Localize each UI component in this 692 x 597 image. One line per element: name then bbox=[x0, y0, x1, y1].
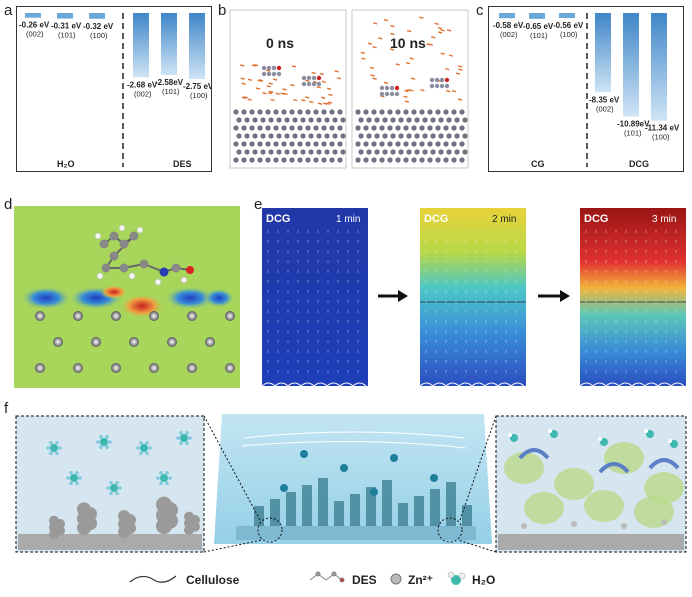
energy-label: -0.32 eV bbox=[83, 22, 114, 31]
facet-label: (002) bbox=[500, 30, 518, 39]
frame-1min: DCG 1 min bbox=[261, 208, 368, 387]
facet-label: (002) bbox=[26, 30, 44, 39]
frame-time-1: 1 min bbox=[336, 214, 360, 225]
panel-label-a: a bbox=[4, 2, 13, 19]
energy-label: -2.58eV bbox=[155, 78, 184, 87]
frame-time-2: 2 min bbox=[492, 214, 516, 225]
energy-label: -8.35 eV bbox=[589, 95, 620, 104]
frame-2min: DCG 2 min bbox=[419, 208, 526, 387]
sim-box-0ns: 0 ns bbox=[229, 9, 347, 169]
panel-c-chart: -0.58 eV(002)-0.65 eV(101)-0.56 eV(100) … bbox=[493, 13, 680, 169]
h2o-molecule-icon bbox=[447, 571, 466, 585]
facet-label: (100) bbox=[190, 91, 208, 100]
panel-c-box: -0.58 eV (002) -0.65 eV (101) -0.56 eV (100) … bbox=[488, 6, 684, 172]
energy-label: -11.34 eV bbox=[645, 124, 680, 133]
frame-3min: DCG 3 min bbox=[579, 208, 686, 387]
legend: Cellulose DES Zn²⁺ H₂O bbox=[120, 566, 600, 592]
energy-bar bbox=[189, 13, 205, 79]
energy-label: -0.65 eV bbox=[523, 22, 554, 31]
energy-bar bbox=[651, 13, 667, 121]
panel-label-f: f bbox=[4, 400, 9, 417]
inset-left-h2o bbox=[15, 415, 205, 553]
legend-h2o: H₂O bbox=[472, 573, 495, 587]
energy-label: -0.26 eV bbox=[19, 21, 50, 30]
energy-bar bbox=[623, 13, 639, 117]
time-label-0ns: 0 ns bbox=[266, 35, 294, 51]
energy-bar bbox=[499, 13, 515, 19]
cellulose-icon bbox=[129, 575, 177, 583]
cg-label: CG bbox=[531, 159, 545, 169]
des-label: DES bbox=[173, 159, 192, 169]
center-tank bbox=[203, 414, 497, 553]
legend-cellulose: Cellulose bbox=[186, 573, 240, 587]
energy-label: -2.68 eV bbox=[127, 80, 158, 89]
frame-time-3: 3 min bbox=[652, 214, 676, 225]
panel-d-charge-density bbox=[14, 206, 240, 388]
legend-des: DES bbox=[352, 573, 377, 587]
panel-label-e: e bbox=[254, 196, 263, 213]
energy-bar bbox=[161, 13, 177, 75]
dcg-label: DCG bbox=[629, 159, 649, 169]
legend-zn: Zn²⁺ bbox=[408, 573, 433, 587]
facet-label: (002) bbox=[134, 89, 152, 98]
energy-bar bbox=[89, 13, 105, 19]
h2o-label: H₂O bbox=[57, 159, 75, 169]
panel-e: DCG 1 min DCG 2 min DCG 3 min bbox=[261, 204, 692, 390]
energy-label: -0.31 eV bbox=[51, 22, 82, 31]
energy-bar bbox=[595, 13, 611, 93]
panel-label-d: d bbox=[4, 196, 13, 213]
facet-label: (101) bbox=[58, 31, 76, 40]
energy-label: -10.89eV bbox=[617, 119, 650, 128]
energy-label: -0.56 eV bbox=[553, 21, 584, 30]
facet-label: (100) bbox=[90, 31, 108, 40]
inset-right-dcg bbox=[495, 415, 687, 553]
panel-f bbox=[14, 408, 690, 560]
energy-bar bbox=[529, 13, 545, 19]
energy-bar bbox=[57, 13, 73, 19]
facet-label: (101) bbox=[530, 31, 548, 40]
frame-name-2: DCG bbox=[424, 213, 448, 225]
des-molecule-icon bbox=[309, 571, 345, 583]
panel-a-chart: -0.26 eV(002)-0.31 eV(101)-0.32 eV(100) … bbox=[19, 13, 214, 169]
panel-a-box: -0.26 eV (002) -0.31 eV (101) -0.32 eV (100) … bbox=[16, 6, 214, 172]
time-label-10ns: 10 ns bbox=[390, 35, 426, 51]
panel-b-sim: 0 ns 10 ns bbox=[226, 4, 472, 174]
frame-name-1: DCG bbox=[266, 213, 290, 225]
lattice-sketch bbox=[22, 61, 44, 77]
facet-label: (101) bbox=[162, 87, 180, 96]
arrow-1 bbox=[378, 290, 408, 302]
panel-label-c: c bbox=[476, 2, 484, 19]
facet-label: (101) bbox=[624, 128, 642, 137]
frame-name-3: DCG bbox=[584, 213, 608, 225]
energy-label: -2.75 eV bbox=[183, 82, 211, 91]
energy-bar bbox=[133, 13, 149, 78]
sim-box-10ns: 10 ns bbox=[351, 9, 469, 169]
energy-bar bbox=[25, 13, 41, 18]
energy-bar bbox=[559, 13, 575, 19]
zn-ion-icon bbox=[390, 573, 402, 585]
facet-label: (100) bbox=[560, 30, 578, 39]
facet-label: (100) bbox=[652, 133, 670, 142]
panel-label-b: b bbox=[218, 2, 227, 19]
arrow-2 bbox=[538, 290, 570, 302]
facet-label: (002) bbox=[596, 104, 614, 113]
energy-label: -0.58 eV bbox=[493, 21, 524, 30]
